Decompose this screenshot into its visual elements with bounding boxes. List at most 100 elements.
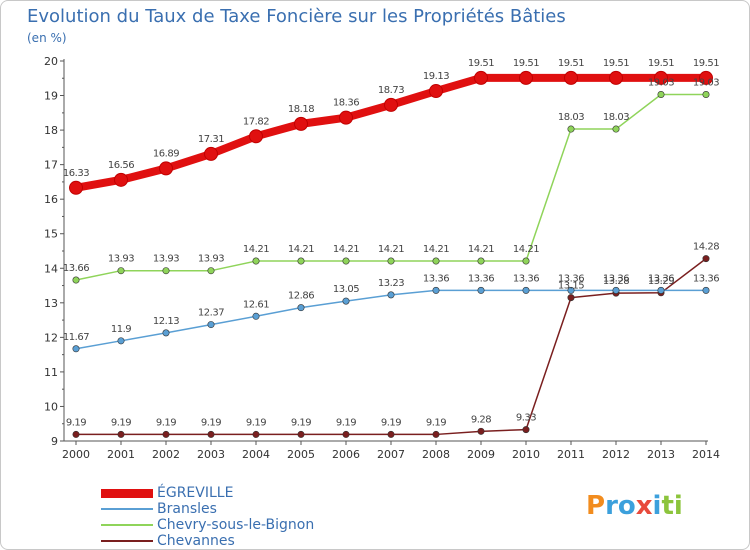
legend-label: ÉGREVILLE xyxy=(157,485,234,501)
legend-swatch xyxy=(101,508,153,510)
data-point xyxy=(159,161,173,176)
data-point xyxy=(429,84,443,99)
logo-letter: i xyxy=(673,491,683,521)
data-label: 18.18 xyxy=(288,104,314,115)
data-label: 18.03 xyxy=(558,112,584,123)
y-tick-label: 14 xyxy=(44,262,58,275)
data-label: 14.21 xyxy=(513,244,539,255)
data-point xyxy=(72,345,80,353)
legend-label: Bransles xyxy=(157,501,217,517)
data-point xyxy=(432,257,440,265)
data-point xyxy=(342,430,350,438)
legend-label: Chevry-sous-le-Bignon xyxy=(157,517,315,533)
data-label: 19.51 xyxy=(648,58,674,69)
data-label: 14.21 xyxy=(288,244,314,255)
y-tick-label: 11 xyxy=(44,366,58,379)
data-label: 17.31 xyxy=(198,134,224,145)
data-point xyxy=(432,286,440,294)
data-point xyxy=(387,257,395,265)
x-tick-label: 2004 xyxy=(242,448,270,461)
series-bransles xyxy=(72,286,710,353)
data-label: 13.93 xyxy=(108,254,134,265)
data-label: 13.36 xyxy=(468,273,494,284)
data-point xyxy=(387,430,395,438)
data-label: 9.19 xyxy=(156,417,176,428)
x-tick-label: 2009 xyxy=(467,448,495,461)
data-point xyxy=(207,321,215,329)
logo-letter: r xyxy=(605,491,618,521)
data-label: 13.36 xyxy=(423,273,449,284)
data-label: 11.67 xyxy=(63,332,89,343)
data-point xyxy=(612,125,620,133)
data-point xyxy=(522,257,530,265)
data-point xyxy=(69,180,83,195)
data-label: 17.82 xyxy=(243,116,269,127)
data-point xyxy=(522,286,530,294)
data-label: 9.19 xyxy=(111,417,131,428)
data-point xyxy=(204,146,218,161)
data-label: 18.03 xyxy=(603,112,629,123)
y-tick-label: 15 xyxy=(44,228,58,241)
x-tick-label: 2005 xyxy=(287,448,315,461)
y-tick-label: 9 xyxy=(51,435,58,448)
data-point xyxy=(249,129,263,144)
data-label: 13.36 xyxy=(558,273,584,284)
data-label: 18.73 xyxy=(378,85,404,96)
data-point xyxy=(654,70,668,85)
data-label: 14.21 xyxy=(378,244,404,255)
data-label: 9.19 xyxy=(246,417,266,428)
data-point xyxy=(297,430,305,438)
x-tick-label: 2014 xyxy=(692,448,720,461)
data-label: 9.19 xyxy=(291,417,311,428)
data-label: 16.89 xyxy=(153,148,179,159)
x-tick-label: 2003 xyxy=(197,448,225,461)
data-point xyxy=(114,172,128,187)
x-tick-label: 2000 xyxy=(62,448,90,461)
data-label: 16.56 xyxy=(108,160,134,171)
y-tick-label: 19 xyxy=(44,90,58,103)
legend-item: Chevry-sous-le-Bignon xyxy=(101,517,314,533)
data-point xyxy=(162,329,170,337)
y-axis-unit: (en %) xyxy=(27,31,67,45)
data-label: 13.36 xyxy=(603,273,629,284)
y-tick-label: 10 xyxy=(44,400,58,413)
proxiti-logo: Proxiti xyxy=(586,491,683,521)
legend-item: Bransles xyxy=(101,501,314,517)
data-point xyxy=(294,116,308,131)
x-tick-label: 2002 xyxy=(152,448,180,461)
x-tick-label: 2001 xyxy=(107,448,135,461)
data-point xyxy=(252,312,260,320)
data-label: 13.93 xyxy=(198,254,224,265)
data-point xyxy=(207,430,215,438)
data-point xyxy=(162,267,170,275)
data-point xyxy=(564,70,578,85)
data-label: 14.21 xyxy=(468,244,494,255)
chart-legend: ÉGREVILLE Bransles Chevry-sous-le-Bignon Ch… xyxy=(101,485,314,549)
data-point xyxy=(252,430,260,438)
data-point xyxy=(117,267,125,275)
data-point xyxy=(522,426,530,434)
data-label: 13.29 xyxy=(648,276,674,287)
data-label: 12.86 xyxy=(288,291,314,302)
data-point xyxy=(72,430,80,438)
data-label: 11.9 xyxy=(111,324,131,335)
data-point xyxy=(612,286,620,294)
x-tick-label: 2012 xyxy=(602,448,630,461)
data-label: 19.03 xyxy=(648,78,674,89)
data-point xyxy=(384,97,398,112)
logo-letter: P xyxy=(586,491,606,521)
legend-label: Chevannes xyxy=(157,533,235,549)
data-point xyxy=(474,70,488,85)
legend-item: Chevannes xyxy=(101,533,314,549)
data-label: 14.21 xyxy=(423,244,449,255)
data-point xyxy=(252,257,260,265)
y-tick-label: 12 xyxy=(44,331,58,344)
data-label: 16.33 xyxy=(63,168,89,179)
series-chevry-sous-le-bignon xyxy=(72,91,710,284)
data-point xyxy=(387,291,395,299)
legend-swatch xyxy=(101,524,153,526)
data-point xyxy=(702,91,710,99)
data-label: 12.13 xyxy=(153,316,179,327)
data-label: 13.23 xyxy=(378,278,404,289)
